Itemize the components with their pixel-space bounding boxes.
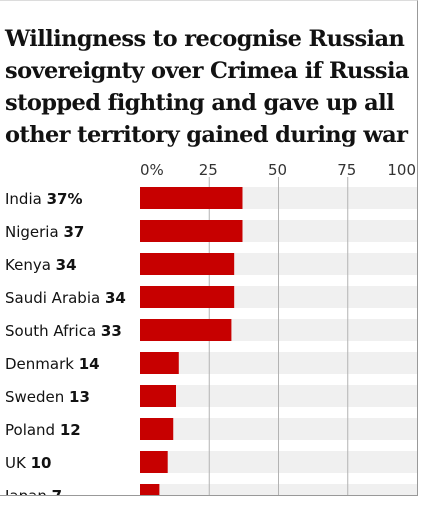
bar (140, 385, 177, 407)
x-tick-label: 50 (268, 161, 287, 179)
bar (140, 220, 243, 242)
category-label: Denmark (5, 355, 79, 373)
data-label: 14 (79, 355, 100, 373)
x-tick-label: 100 (387, 161, 416, 179)
category-label: South Africa (5, 322, 101, 340)
row-label: India 37% (5, 190, 83, 208)
bar (140, 352, 179, 374)
row-label: South Africa 33 (5, 322, 122, 340)
data-label: 34 (56, 256, 77, 274)
category-label: India (5, 190, 47, 208)
bar (140, 484, 160, 495)
bar (140, 451, 168, 473)
bar (140, 418, 174, 440)
data-label: 7 (52, 487, 62, 496)
row-label: UK 10 (5, 454, 51, 472)
chart-title: Willingness to recognise Russian soverei… (5, 26, 409, 148)
data-label: 37% (47, 190, 83, 208)
bar (140, 187, 243, 209)
row-label: Nigeria 37 (5, 223, 84, 241)
category-label: Japan (4, 487, 52, 496)
data-label: 37 (63, 223, 84, 241)
category-label: Kenya (5, 256, 56, 274)
x-tick-label: 25 (199, 161, 218, 179)
data-label: 12 (60, 421, 81, 439)
bar (140, 286, 235, 308)
data-label: 34 (105, 289, 126, 307)
row-label: Saudi Arabia 34 (5, 289, 126, 307)
category-label: Saudi Arabia (5, 289, 105, 307)
row-label: Poland 12 (5, 421, 81, 439)
data-label: 33 (101, 322, 122, 340)
category-label: Nigeria (5, 223, 63, 241)
category-label: Sweden (5, 388, 69, 406)
x-tick-label: 0% (140, 161, 164, 179)
row-label: Kenya 34 (5, 256, 77, 274)
bar (140, 253, 235, 275)
data-label: 13 (69, 388, 90, 406)
row-label: Sweden 13 (5, 388, 90, 406)
category-label: UK (5, 454, 31, 472)
row-label: Japan 7 (4, 487, 62, 496)
data-label: 10 (31, 454, 52, 472)
chart-frame: Willingness to recognise Russian soverei… (0, 0, 418, 496)
category-label: Poland (5, 421, 60, 439)
x-tick-label: 75 (337, 161, 356, 179)
bar (140, 319, 232, 341)
row-label: Denmark 14 (5, 355, 100, 373)
